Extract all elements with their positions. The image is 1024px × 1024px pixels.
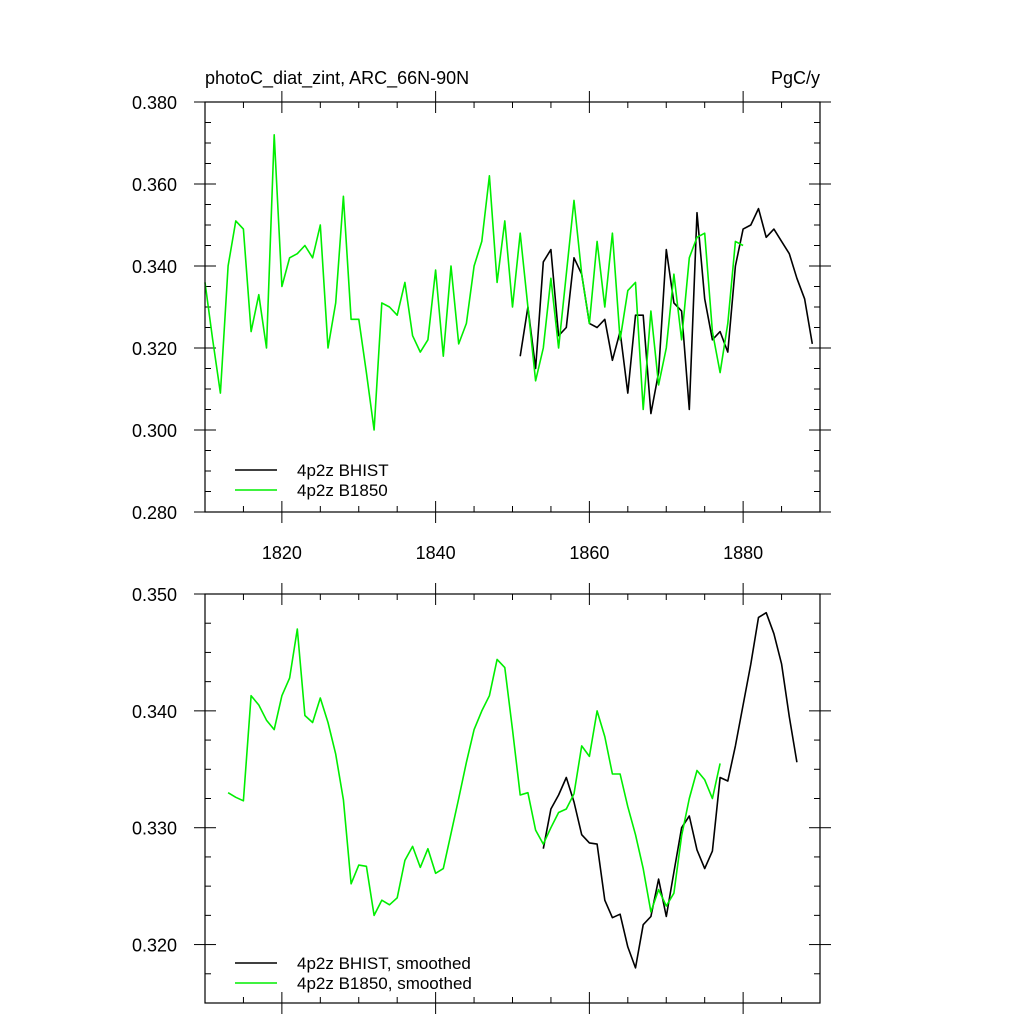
series-line-1 xyxy=(227,628,721,917)
x-tick-label: 1860 xyxy=(569,543,609,563)
y-tick-label: 0.280 xyxy=(132,503,177,523)
top-panel-units: PgC/y xyxy=(771,68,820,88)
bottom-panel-frame xyxy=(204,593,821,1004)
top-panel-ticks: 1820 1840 1860 1880 0.280 0.300 0.320 0.340 0.36… xyxy=(132,91,831,563)
y-tick-label: 0.340 xyxy=(132,257,177,277)
y-tick-label: 0.380 xyxy=(132,93,177,113)
y-tick-label: 0.330 xyxy=(132,819,177,839)
y-tick-label: 0.320 xyxy=(132,936,177,956)
legend-label-1: 4p2z B1850 xyxy=(297,481,388,500)
legend-label-0: 4p2z BHIST xyxy=(297,461,389,480)
series-line-1 xyxy=(204,134,744,431)
x-tick-label: 1880 xyxy=(723,543,763,563)
legend-label-1: 4p2z B1850, smoothed xyxy=(297,974,472,993)
top-panel: photoC_diat_zint, ARC_66N-90N PgC/y 1820… xyxy=(132,68,831,563)
top-panel-title: photoC_diat_zint, ARC_66N-90N xyxy=(205,68,469,89)
legend-label-0: 4p2z BHIST, smoothed xyxy=(297,954,471,973)
y-tick-label: 0.350 xyxy=(132,585,177,605)
bottom-panel: 0.320 0.330 0.340 0.350 4p2z BHIST, smoothe… xyxy=(132,583,831,1014)
bottom-panel-ticks: 0.320 0.330 0.340 0.350 xyxy=(132,583,831,1014)
y-tick-label: 0.320 xyxy=(132,339,177,359)
series-line-0 xyxy=(519,207,814,415)
y-tick-label: 0.360 xyxy=(132,175,177,195)
bottom-panel-series xyxy=(227,611,798,969)
y-tick-label: 0.300 xyxy=(132,421,177,441)
series-line-0 xyxy=(542,611,798,969)
x-tick-label: 1820 xyxy=(262,543,302,563)
top-panel-series xyxy=(204,134,814,431)
y-tick-label: 0.340 xyxy=(132,702,177,722)
top-panel-frame xyxy=(204,101,821,513)
x-tick-label: 1840 xyxy=(416,543,456,563)
